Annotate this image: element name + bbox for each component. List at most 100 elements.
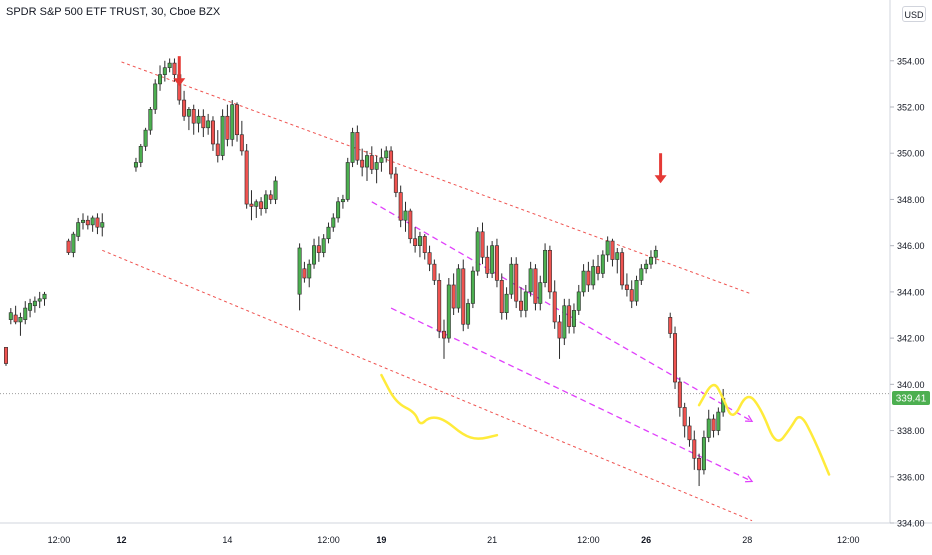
candle (562, 298, 567, 346)
candle-body (701, 437, 706, 471)
candle-body (442, 330, 446, 339)
candle (249, 190, 254, 221)
candle (552, 280, 557, 329)
candle (182, 90, 187, 121)
time-axis[interactable]: 12:00 12 14 12:00 19 21 12:00 26 28 12:00 (48, 535, 860, 545)
candle-body (586, 270, 591, 286)
candle (528, 261, 533, 297)
candle-body (340, 199, 345, 203)
chart-title: SPDR S&P 500 ETF TRUST, 30, Cboe BZX (6, 6, 221, 18)
y-tick-label: 348.00 (897, 195, 925, 205)
candle (485, 245, 490, 279)
candle (644, 259, 649, 274)
arrow-head (654, 175, 667, 184)
candle-body (629, 289, 634, 302)
candle (596, 254, 601, 281)
candle (668, 312, 673, 339)
candle (576, 284, 581, 315)
candle-body (571, 310, 576, 327)
candle (66, 238, 71, 255)
candle (365, 150, 369, 181)
candle (591, 259, 596, 290)
candle (76, 217, 81, 242)
candle-body (326, 226, 331, 240)
candle (210, 116, 215, 151)
candle (95, 213, 100, 235)
candle (653, 245, 658, 265)
y-tick-label: 350.00 (897, 149, 925, 159)
inner-lower (390, 307, 753, 482)
candle (133, 157, 138, 172)
candle (350, 127, 355, 168)
candle-body (360, 159, 365, 168)
candle (384, 146, 389, 163)
candle-body (331, 217, 336, 228)
y-tick-label: 342.00 (897, 334, 925, 344)
candle-body (220, 115, 225, 156)
candle (605, 236, 610, 262)
candle (692, 430, 697, 470)
candle (225, 104, 230, 147)
candle-body (307, 263, 312, 279)
candle-body (610, 240, 615, 260)
candle-body (653, 249, 658, 258)
candle (191, 104, 196, 135)
candle (494, 238, 499, 288)
candle-body (95, 217, 100, 228)
candle-body (249, 203, 254, 207)
candle (230, 100, 235, 147)
candle-body (422, 236, 427, 253)
candle-body (417, 236, 422, 246)
candle (153, 79, 158, 114)
candle-body (355, 132, 360, 161)
candle-body (543, 249, 548, 283)
candle (543, 243, 548, 288)
candle-body (172, 62, 177, 75)
candle-body (28, 303, 33, 311)
candle-body (485, 256, 490, 274)
candle (634, 275, 639, 306)
candle-body (470, 270, 475, 304)
candle (687, 416, 692, 447)
candle (701, 430, 706, 475)
candle-body (42, 293, 47, 300)
candle (4, 347, 8, 366)
candle (259, 197, 264, 216)
candle-body (677, 381, 682, 408)
candle (547, 245, 552, 299)
candle-body (451, 284, 456, 309)
candle-body (673, 333, 678, 383)
candle-body (648, 256, 653, 265)
candle (437, 273, 442, 339)
candle (206, 113, 211, 135)
candle-body (591, 266, 596, 286)
candle-body (76, 222, 81, 237)
candle-body (336, 201, 341, 219)
candle-body (634, 280, 639, 302)
candle-body (716, 411, 721, 431)
candle (268, 190, 273, 205)
candle-body (596, 266, 601, 274)
candle-body (432, 263, 437, 281)
candle-body (66, 240, 71, 253)
arrow-head (173, 78, 186, 87)
candle-body (523, 291, 528, 311)
currency-button[interactable]: USD (902, 6, 926, 22)
candle-body (547, 249, 552, 293)
candle-body (403, 210, 408, 221)
candle-body (490, 245, 495, 274)
candle (581, 264, 586, 297)
candle-body (369, 155, 374, 170)
candle-body (90, 217, 95, 226)
candle-body (514, 263, 519, 302)
candle (697, 453, 702, 487)
candle (162, 60, 167, 82)
candle-body (186, 109, 191, 117)
candle (138, 143, 143, 168)
price-axis[interactable]: 334.00 336.00 338.00 340.00 342.00 344.00 346.… (890, 56, 925, 529)
candle (427, 245, 432, 272)
candle (600, 250, 605, 279)
candle (475, 227, 480, 276)
